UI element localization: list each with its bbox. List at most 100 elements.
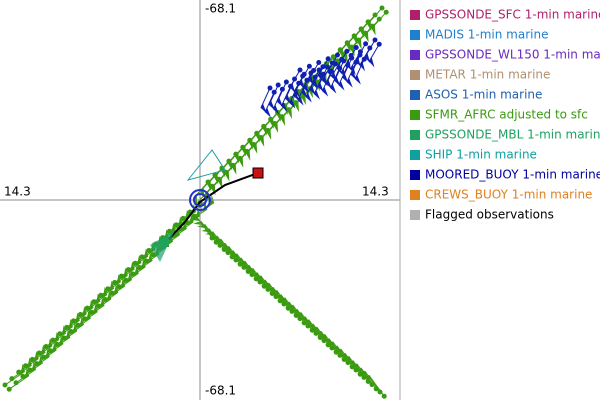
barb-staff xyxy=(231,151,248,169)
barb-flag xyxy=(346,77,353,88)
barb-flag xyxy=(340,68,347,79)
barb-flag xyxy=(305,92,312,103)
barb-flag xyxy=(249,138,254,150)
barb-flag xyxy=(255,132,261,143)
barb-flag xyxy=(353,367,364,372)
barb-flag xyxy=(297,95,304,106)
barb-flag xyxy=(333,348,344,354)
barb-flag xyxy=(303,83,309,94)
barb-flag xyxy=(249,272,260,277)
legend-label: CREWS_BUOY 1-min marine xyxy=(425,188,592,202)
barb-flag xyxy=(349,363,360,368)
barb-flag xyxy=(137,254,142,266)
barb-flag xyxy=(350,45,355,57)
barb-flag xyxy=(294,87,300,98)
barb-staff xyxy=(252,130,269,148)
barb-flag xyxy=(196,207,201,219)
barb-flag xyxy=(229,253,240,258)
legend-label: MOORED_BUOY 1-min marine xyxy=(425,168,600,182)
barb-flag xyxy=(312,79,319,90)
barb-staff xyxy=(260,87,271,109)
obs-dot xyxy=(275,82,281,88)
barb-staff xyxy=(234,139,251,157)
obs-dot xyxy=(381,393,387,399)
barb-flag xyxy=(371,24,376,36)
barb-flag xyxy=(144,248,149,259)
barb-flag xyxy=(148,252,153,264)
barb-flag xyxy=(182,220,187,232)
barb-flag xyxy=(89,299,94,311)
barb-flag xyxy=(189,216,200,222)
barb-flag xyxy=(20,363,25,375)
obs-dot xyxy=(383,9,389,15)
barb-flag xyxy=(197,224,208,229)
barb-flag xyxy=(359,60,366,72)
barb-staff xyxy=(213,160,230,178)
legend-swatch xyxy=(410,90,420,100)
barb-flag xyxy=(96,293,101,304)
barb-flag xyxy=(27,357,32,368)
barb-flag xyxy=(79,316,84,328)
barb-flag xyxy=(193,221,204,226)
barb-flag xyxy=(309,326,320,332)
legend-swatch xyxy=(410,10,420,20)
legend-label: GPSSONDE_SFC 1-min marine xyxy=(425,8,600,22)
barb-flag xyxy=(269,118,274,129)
legend-label: METAR 1-min marine xyxy=(425,68,550,82)
legend-swatch xyxy=(410,110,420,120)
barb-flag xyxy=(277,297,288,302)
sonde-marker xyxy=(150,230,175,262)
barb-flag xyxy=(68,318,73,330)
barb-flag xyxy=(218,177,223,189)
barb-flag xyxy=(86,310,91,321)
barb-flag xyxy=(113,284,119,296)
bottom-label: -68.1 xyxy=(205,384,236,398)
barb-flag xyxy=(327,67,333,79)
obs-dot xyxy=(297,67,303,73)
top-label: -68.1 xyxy=(205,2,236,16)
barb-flag xyxy=(267,129,272,140)
obs-dot xyxy=(283,79,289,85)
barb-flag xyxy=(265,287,276,292)
legend-swatch xyxy=(410,210,420,220)
legend-label: GPSSONDE_WL150 1-min marine xyxy=(425,48,600,62)
barb-flag xyxy=(141,259,146,270)
barb-flag xyxy=(314,89,321,100)
legend-swatch xyxy=(410,70,420,80)
barb-flag xyxy=(325,341,336,346)
storm-track xyxy=(164,172,259,244)
barb-flag xyxy=(205,231,216,236)
barb-staff xyxy=(317,66,328,88)
barb-flag xyxy=(134,265,139,276)
barb-flag xyxy=(241,265,252,270)
barb-flag xyxy=(221,246,232,251)
barb-staff xyxy=(248,125,265,144)
barb-flag xyxy=(233,257,244,262)
barb-flag xyxy=(293,312,304,317)
barb-flag xyxy=(260,136,265,147)
obs-dot xyxy=(267,85,273,91)
barb-flag xyxy=(48,338,53,349)
barb-flag xyxy=(322,86,329,97)
sonde-marker xyxy=(186,149,226,181)
barb-staff xyxy=(268,84,279,106)
barb-flag xyxy=(109,280,114,291)
barb-staff xyxy=(346,61,357,83)
barb-flag xyxy=(281,301,292,306)
center-ring xyxy=(189,189,211,211)
barb-flag xyxy=(345,360,356,365)
barb-flag xyxy=(201,228,212,233)
barb-flag xyxy=(355,56,361,67)
barb-flag xyxy=(346,60,352,71)
barb-flag xyxy=(213,238,224,244)
barb-flag xyxy=(257,279,268,284)
barb-staff xyxy=(227,146,244,164)
barb-flag xyxy=(337,353,348,358)
barb-staff xyxy=(8,375,30,390)
barb-flag xyxy=(273,104,280,115)
barb-flag xyxy=(178,216,183,227)
barb-flag xyxy=(59,335,64,347)
barb-flag xyxy=(225,250,236,255)
legend-label: ASOS 1-min marine xyxy=(425,88,542,102)
barb-flag xyxy=(41,344,46,356)
